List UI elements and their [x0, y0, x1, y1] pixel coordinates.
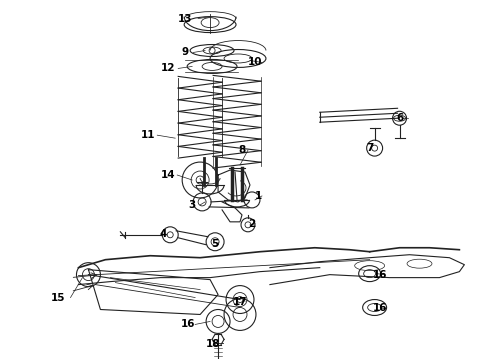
- Text: 17: 17: [233, 297, 247, 306]
- Text: 10: 10: [248, 58, 262, 67]
- Text: 16: 16: [181, 319, 196, 329]
- Text: 6: 6: [396, 113, 403, 123]
- Text: 9: 9: [182, 48, 189, 58]
- Text: 1: 1: [254, 191, 262, 201]
- Text: 15: 15: [51, 293, 66, 302]
- Text: 11: 11: [141, 130, 155, 140]
- Text: 2: 2: [248, 219, 256, 229]
- Text: 13: 13: [178, 14, 193, 24]
- Text: 7: 7: [366, 143, 373, 153]
- Text: 12: 12: [161, 63, 175, 73]
- Text: 4: 4: [160, 229, 167, 239]
- Text: 16: 16: [372, 302, 387, 312]
- Text: 8: 8: [238, 145, 245, 155]
- Text: 5: 5: [212, 239, 219, 249]
- Text: 16: 16: [372, 270, 387, 280]
- Text: 18: 18: [206, 339, 220, 349]
- Text: 3: 3: [189, 200, 196, 210]
- Text: 14: 14: [161, 170, 175, 180]
